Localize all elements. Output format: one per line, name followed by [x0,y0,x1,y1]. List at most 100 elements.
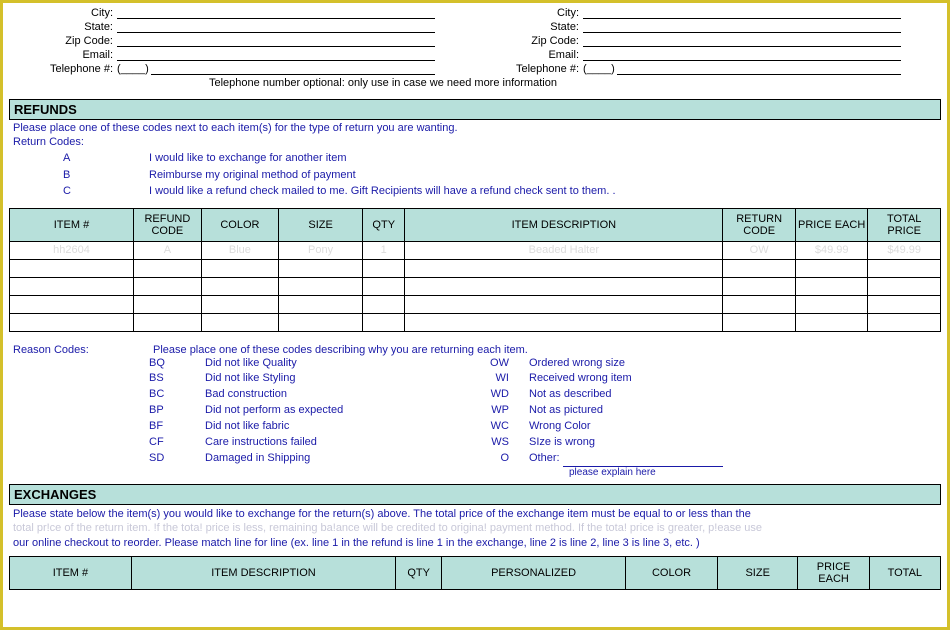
reason-row: BCBad constructionWDNot as described [9,387,941,403]
table-cell[interactable] [405,259,723,277]
state-input-left[interactable] [117,19,435,33]
reason-codes-block: Reason Codes: Please place one of these … [9,344,941,479]
table-cell[interactable]: $49.99 [795,241,868,259]
state-label-left: State: [9,21,117,33]
return-code-row: B Reimburse my original method of paymen… [63,167,941,184]
zip-input-left[interactable] [117,33,435,47]
table-cell[interactable] [133,295,201,313]
table-row[interactable] [10,277,941,295]
reason-code: BP [149,403,205,419]
table-cell[interactable] [363,295,405,313]
table-cell[interactable]: $49.99 [868,241,941,259]
return-codes-list: A I would like to exchange for another i… [9,150,941,200]
return-code-row: C I would like a refund check mailed to … [63,183,941,200]
tel-paren-right: (____) [583,63,615,75]
table-cell[interactable] [201,277,278,295]
reason-desc: Bad construction [205,387,465,403]
reason-desc: Did not like Styling [205,371,465,387]
table-cell[interactable] [278,313,362,331]
table-cell[interactable]: Blue [201,241,278,259]
table-cell[interactable] [723,277,796,295]
reason-instruction: Please place one of these codes describi… [153,344,528,356]
table-cell[interactable] [795,259,868,277]
table-cell[interactable] [405,277,723,295]
reason-code: WS [465,435,529,451]
city-input-right[interactable] [583,5,901,19]
reason-code: BF [149,419,205,435]
table-cell[interactable] [868,259,941,277]
table-cell[interactable] [10,259,134,277]
table-row[interactable] [10,259,941,277]
table-cell[interactable] [363,259,405,277]
th-return-code: RETURN CODE [723,208,796,241]
table-row[interactable] [10,313,941,331]
state-input-right[interactable] [583,19,901,33]
table-cell[interactable] [363,277,405,295]
return-code-letter: A [63,150,149,167]
table-cell[interactable] [278,295,362,313]
city-input-left[interactable] [117,5,435,19]
reason-code: WP [465,403,529,419]
table-cell[interactable] [795,295,868,313]
th-ex-price-each: PRICE EACH [798,556,869,589]
table-cell[interactable] [405,295,723,313]
table-cell[interactable] [278,277,362,295]
tel-input-right[interactable] [617,61,901,75]
reason-code: WI [465,371,529,387]
email-input-left[interactable] [117,47,435,61]
explain-here-text: please explain here [569,467,941,478]
table-cell[interactable]: OW [723,241,796,259]
reason-row: SDDamaged in ShippingOOther: [9,451,941,467]
table-cell[interactable] [795,277,868,295]
reason-desc: Ordered wrong size [529,356,941,372]
state-label-right: State: [475,21,583,33]
reason-code: BC [149,387,205,403]
table-cell[interactable] [10,313,134,331]
refunds-table: ITEM # REFUND CODE COLOR SIZE QTY ITEM D… [9,208,941,332]
return-code-desc: I would like to exchange for another ite… [149,150,941,167]
table-cell[interactable] [723,313,796,331]
table-cell[interactable] [723,259,796,277]
reason-code: O [465,451,529,467]
table-cell[interactable] [201,295,278,313]
th-item-no: ITEM # [10,208,134,241]
zip-label-right: Zip Code: [475,35,583,47]
table-row[interactable] [10,295,941,313]
th-refund-code: REFUND CODE [133,208,201,241]
table-cell[interactable] [133,313,201,331]
table-cell[interactable]: Pony [278,241,362,259]
table-cell[interactable] [868,295,941,313]
table-cell[interactable] [201,313,278,331]
table-cell[interactable] [133,259,201,277]
table-row[interactable]: hh2604ABluePony1Beaded HalterOW$49.99$49… [10,241,941,259]
email-input-right[interactable] [583,47,901,61]
table-cell[interactable]: Beaded Halter [405,241,723,259]
reason-code: BQ [149,356,205,372]
table-cell[interactable] [405,313,723,331]
th-ex-item-no: ITEM # [10,556,132,589]
zip-input-right[interactable] [583,33,901,47]
th-price-each: PRICE EACH [795,208,868,241]
table-cell[interactable] [363,313,405,331]
reason-desc: Other: [529,451,941,467]
reason-desc: SIze is wrong [529,435,941,451]
table-cell[interactable] [10,277,134,295]
reason-desc: Did not perform as expected [205,403,465,419]
table-cell[interactable] [133,277,201,295]
table-cell[interactable] [723,295,796,313]
table-cell[interactable]: A [133,241,201,259]
zip-label-left: Zip Code: [9,35,117,47]
table-cell[interactable] [868,313,941,331]
table-cell[interactable] [795,313,868,331]
table-cell[interactable] [868,277,941,295]
table-cell[interactable] [10,295,134,313]
reason-desc: Damaged in Shipping [205,451,465,467]
tel-label-left: Telephone #: [9,63,117,75]
email-label-right: Email: [475,49,583,61]
table-cell[interactable] [278,259,362,277]
table-cell[interactable]: 1 [363,241,405,259]
table-cell[interactable]: hh2604 [10,241,134,259]
reason-row: BPDid not perform as expectedWPNot as pi… [9,403,941,419]
table-cell[interactable] [201,259,278,277]
tel-input-left[interactable] [151,61,435,75]
